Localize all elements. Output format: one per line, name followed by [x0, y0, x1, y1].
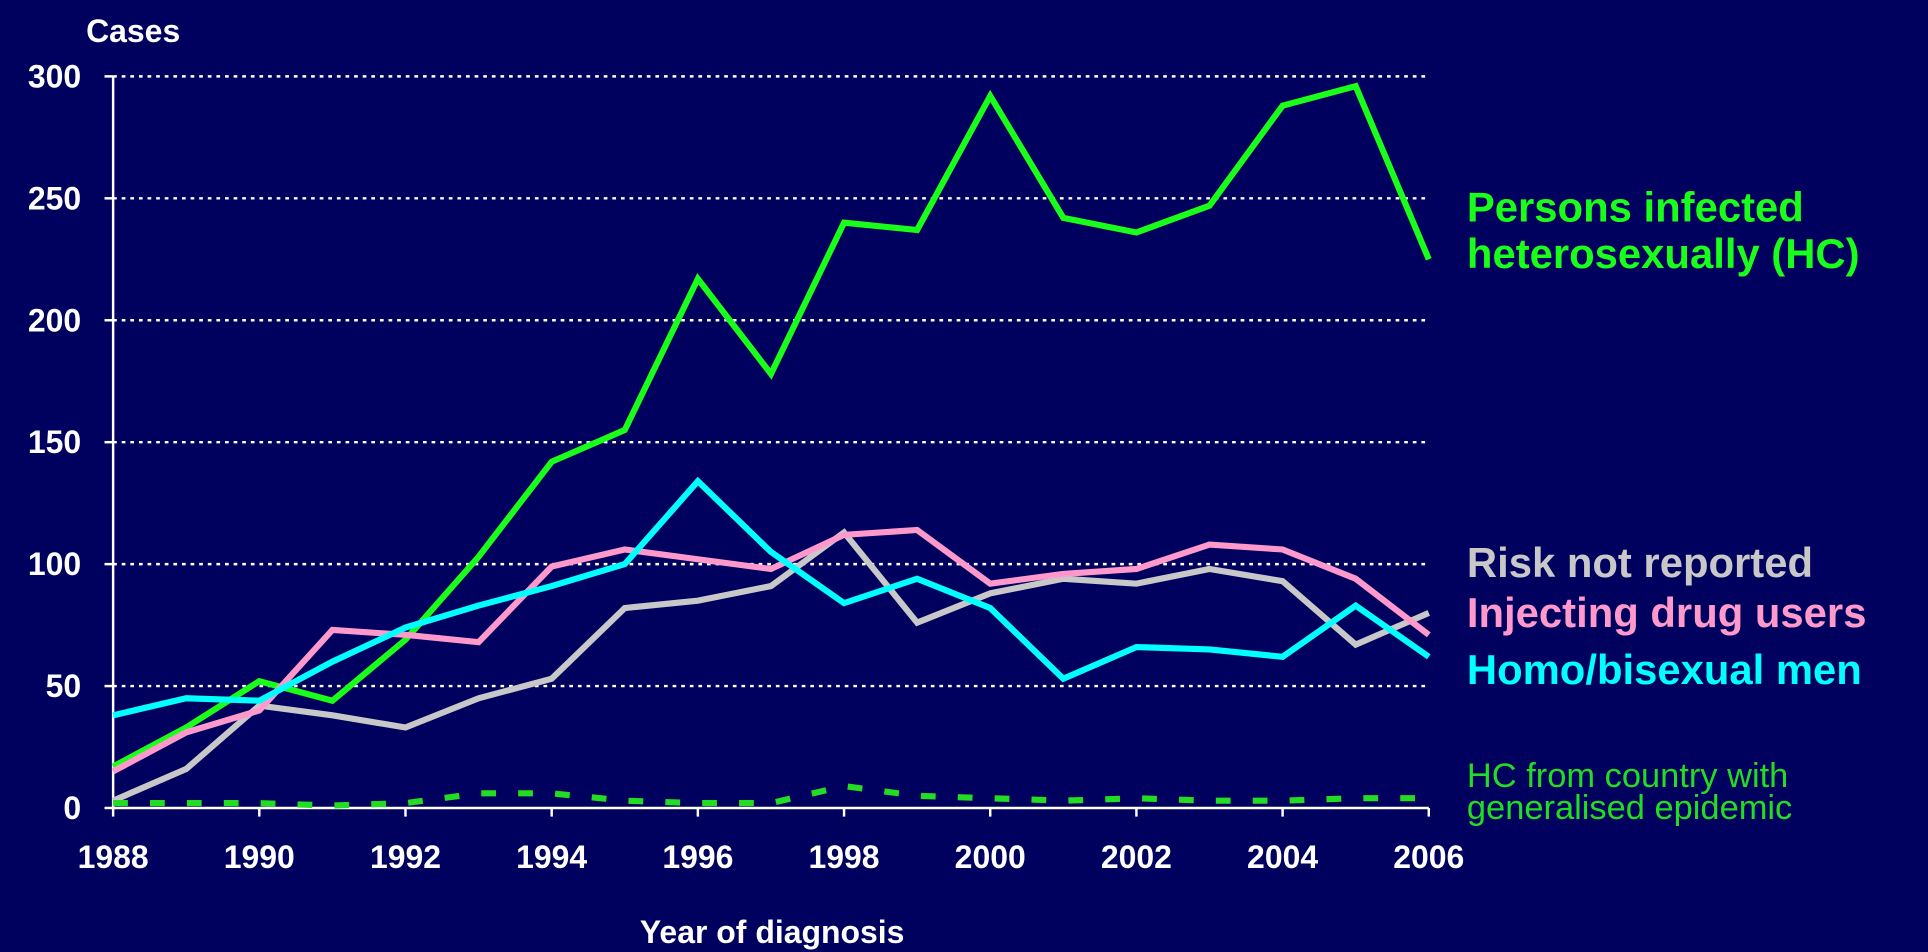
x-tick-label: 1990 — [224, 839, 295, 875]
x-tick-label: 2006 — [1393, 839, 1464, 875]
legend-entry: Persons infected heterosexually (HC) — [1466, 184, 1860, 279]
series-line — [113, 782, 1429, 809]
series-line — [111, 82, 1432, 770]
legend-entry: Risk not reported — [1466, 539, 1814, 587]
legend-label: Homo/bisexual men — [1466, 646, 1862, 694]
x-tick-label: 1994 — [516, 839, 587, 875]
x-tick-label: 1996 — [662, 839, 733, 875]
series-line — [111, 528, 1431, 804]
legend-label: HC from country with generalised epidemi… — [1466, 760, 1793, 827]
x-tick-label: 2004 — [1247, 839, 1318, 875]
legend-entry: HC from country with generalised epidemi… — [1466, 760, 1793, 827]
x-axis-title: Year of diagnosis — [640, 914, 905, 950]
y-tick-label: 150 — [28, 424, 81, 460]
y-axis-title: Cases — [86, 13, 180, 49]
x-tick-label: 1992 — [370, 839, 441, 875]
legend-entry: Homo/bisexual men — [1466, 646, 1862, 694]
legend-label: Persons infected heterosexually (HC) — [1466, 184, 1860, 279]
series-line — [111, 526, 1431, 775]
legend-label: Risk not reported — [1466, 539, 1814, 587]
x-tick-label: 1998 — [808, 839, 879, 875]
x-tick-label: 2002 — [1101, 839, 1172, 875]
series-line — [112, 476, 1431, 719]
y-tick-label: 300 — [28, 58, 81, 94]
y-tick-label: 0 — [63, 790, 81, 826]
legend-label: Injecting drug users — [1466, 590, 1867, 638]
y-tick-label: 50 — [46, 668, 82, 704]
y-tick-label: 200 — [28, 302, 81, 338]
y-tick-label: 100 — [28, 546, 81, 582]
x-tick-label: 1988 — [78, 839, 149, 875]
x-tick-label: 2000 — [955, 839, 1026, 875]
y-tick-label: 250 — [28, 180, 81, 216]
legend-entry: Injecting drug users — [1466, 590, 1867, 638]
